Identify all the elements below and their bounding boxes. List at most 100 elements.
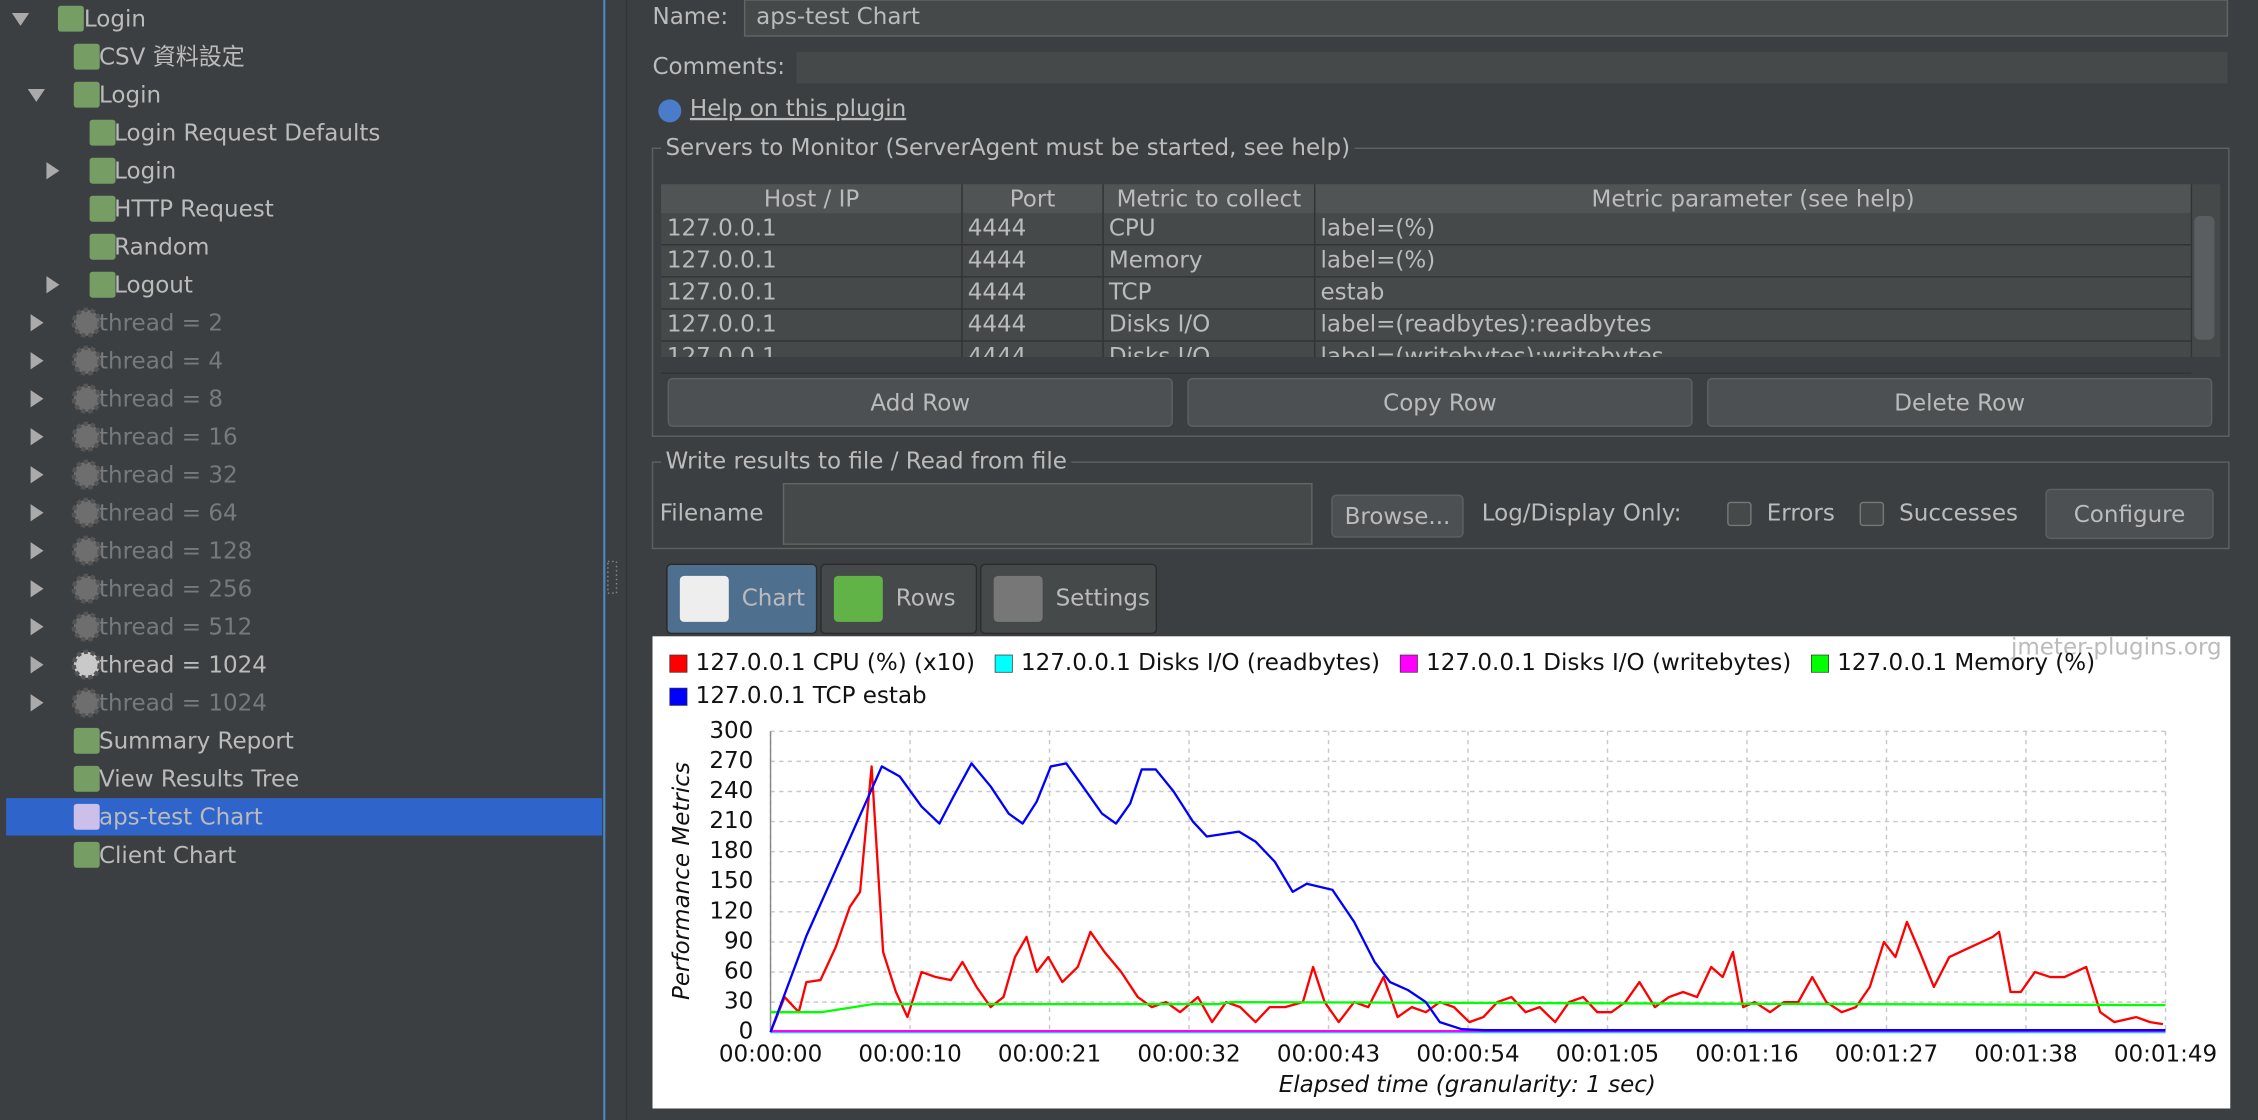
tab-icon	[993, 575, 1043, 622]
button[interactable]	[667, 377, 1173, 427]
expander-closed[interactable]	[30, 352, 44, 370]
x-tick-label: 00:00:54	[1416, 1042, 1519, 1068]
splitter-handle[interactable]	[607, 560, 618, 594]
log-label: Log/Display Only:	[1482, 500, 1682, 526]
expander-closed[interactable]	[30, 466, 44, 484]
tab-label[interactable]: Chart	[742, 585, 805, 611]
tree-label[interactable]: thread = 1024	[99, 653, 267, 679]
tree-label[interactable]: thread = 32	[99, 463, 238, 489]
help-link[interactable]: Help on this plugin	[690, 96, 906, 122]
tree-label[interactable]: Logout	[114, 273, 193, 299]
legend-label[interactable]: 127.0.0.1 Disks I/O (readbytes)	[1021, 650, 1380, 676]
icon	[89, 195, 116, 222]
expander-closed[interactable]	[30, 504, 44, 522]
checkbox[interactable]	[1727, 501, 1752, 527]
tree-label[interactable]: thread = 512	[99, 615, 252, 641]
tree-label[interactable]: aps-test Chart	[99, 805, 263, 831]
tree-label[interactable]: thread = 1024	[99, 691, 267, 717]
x-tick-label: 00:01:49	[2114, 1042, 2217, 1068]
icon	[73, 727, 100, 754]
tree-label[interactable]: thread = 4	[99, 349, 223, 375]
comments-field[interactable]	[796, 51, 2228, 84]
tree-label[interactable]: View Results Tree	[99, 767, 299, 793]
tree-label[interactable]: thread = 64	[99, 501, 238, 527]
x-tick-label: 00:01:27	[1835, 1042, 1938, 1068]
selection	[6, 798, 603, 836]
tree-label[interactable]: HTTP Request	[114, 197, 274, 223]
tree-label[interactable]: Login	[84, 7, 146, 33]
tree-label[interactable]: thread = 8	[99, 387, 223, 413]
button[interactable]	[1331, 494, 1464, 538]
table-cell: 127.0.0.1	[667, 312, 777, 338]
table-cell: label=(readbytes):readbytes	[1320, 312, 1651, 338]
tree-label[interactable]: thread = 256	[99, 577, 252, 603]
errors-label[interactable]: Errors	[1767, 500, 1835, 526]
y-tick-label: 0	[739, 1019, 754, 1045]
x-tick-label: 00:00:32	[1137, 1042, 1240, 1068]
tree-label[interactable]: Random	[114, 235, 209, 261]
tab-label[interactable]: Settings	[1056, 585, 1150, 611]
legend-label[interactable]: 127.0.0.1 TCP estab	[696, 683, 927, 709]
table-cell: 4444	[968, 280, 1027, 306]
button-label[interactable]: Configure	[2074, 502, 2186, 528]
button[interactable]	[1187, 377, 1693, 427]
tree-label[interactable]: thread = 2	[99, 311, 223, 337]
x-tick-label: 00:01:05	[1556, 1042, 1659, 1068]
expander-closed[interactable]	[30, 314, 44, 332]
tab-label[interactable]: Rows	[896, 585, 956, 611]
y-tick-label: 30	[724, 989, 753, 1015]
legend-label[interactable]: 127.0.0.1 CPU (%) (x10)	[696, 650, 975, 676]
expander-closed[interactable]	[30, 580, 44, 598]
tree-label[interactable]: Summary Report	[99, 729, 294, 755]
tree-label[interactable]: Login Request Defaults	[114, 121, 380, 147]
y-tick-label: 60	[724, 959, 753, 985]
tree-label[interactable]: Login	[99, 83, 161, 109]
group-box	[651, 147, 2230, 437]
column-header: Metric to collect	[1117, 187, 1302, 213]
table-cell: CPU	[1109, 215, 1156, 241]
checkbox[interactable]	[1859, 501, 1885, 527]
button-label[interactable]: Add Row	[870, 390, 970, 416]
icon-gear	[71, 345, 102, 376]
expander-open[interactable]	[11, 12, 30, 26]
tree-label[interactable]: Client Chart	[99, 843, 236, 869]
expander-closed[interactable]	[30, 656, 44, 674]
y-tick-label: 120	[709, 898, 753, 924]
x-tick-label: 00:00:10	[858, 1042, 961, 1068]
filename-field[interactable]	[782, 482, 1313, 545]
icon	[89, 157, 116, 184]
y-tick-label: 210	[709, 808, 753, 834]
group-title: Servers to Monitor (ServerAgent must be …	[665, 135, 1350, 161]
icon-gear	[71, 307, 102, 338]
tree-label[interactable]: thread = 16	[99, 425, 238, 451]
legend-label[interactable]: 127.0.0.1 Memory (%)	[1837, 650, 2095, 676]
button-label[interactable]: Copy Row	[1383, 390, 1497, 416]
expander-closed[interactable]	[30, 428, 44, 446]
name-field[interactable]	[743, 0, 2229, 37]
expander-open[interactable]	[27, 88, 45, 102]
icon	[73, 765, 100, 792]
tab-icon	[833, 575, 883, 622]
expander-closed[interactable]	[30, 618, 44, 636]
name-label: Name:	[652, 4, 728, 30]
scrollbar[interactable]	[2194, 215, 2215, 340]
button-label[interactable]: Delete Row	[1894, 390, 2025, 416]
editor: Name: aps-test Chart Comments: Help on this…	[651, 0, 2231, 1109]
table-cell: 127.0.0.1	[667, 247, 777, 273]
successes-label[interactable]: Successes	[1899, 500, 2018, 526]
tree-label[interactable]: thread = 128	[99, 539, 252, 565]
button-label[interactable]: Browse...	[1345, 504, 1451, 530]
expander-closed[interactable]	[46, 276, 60, 294]
tree-label[interactable]: Login	[114, 159, 176, 185]
icon-gear	[71, 649, 102, 680]
button[interactable]	[1706, 377, 2213, 427]
button[interactable]	[2045, 488, 2214, 540]
icon-gear	[71, 573, 102, 604]
legend-label[interactable]: 127.0.0.1 Disks I/O (writebytes)	[1426, 650, 1791, 676]
expander-closed[interactable]	[46, 162, 60, 180]
expander-closed[interactable]	[30, 390, 44, 408]
expander-closed[interactable]	[30, 694, 44, 712]
expander-closed[interactable]	[30, 542, 44, 560]
tree-label[interactable]: CSV 資料設定	[99, 45, 245, 71]
